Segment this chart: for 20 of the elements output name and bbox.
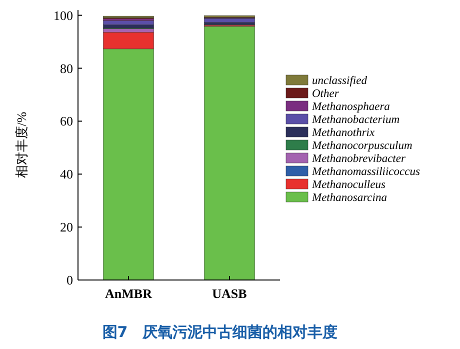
y-tick-label: 60 [60, 114, 73, 129]
x-tick-label: UASB [212, 286, 248, 301]
legend-label: Methanomassiliicoccus [311, 166, 420, 178]
legend-label: Methanoculleus [311, 179, 386, 192]
legend-label: Methanosphaera [311, 101, 390, 114]
y-tick-label: 20 [60, 220, 73, 235]
y-tick-label: 0 [66, 272, 73, 288]
y-tick-label: 80 [60, 60, 73, 76]
x-tick-label: AnMBR [105, 286, 153, 301]
y-tick-label: 40 [60, 166, 73, 182]
legend-label: Other [312, 88, 340, 100]
legend-label: Methanothrix [311, 127, 376, 140]
legend-label: Methanocorpusculum [311, 140, 412, 152]
y-axis-title: 相对丰度/% [14, 112, 29, 178]
legend-label: Methanosarcina [311, 192, 388, 204]
legend-label: Methanobacterium [311, 114, 400, 126]
text: 图7 厌氧污泥中古细菌的相对丰度 [102, 323, 338, 341]
legend-label: Methanobrevibacter [311, 153, 406, 166]
y-tick-label: 100 [54, 8, 73, 23]
legend-label: unclassified [312, 75, 368, 88]
